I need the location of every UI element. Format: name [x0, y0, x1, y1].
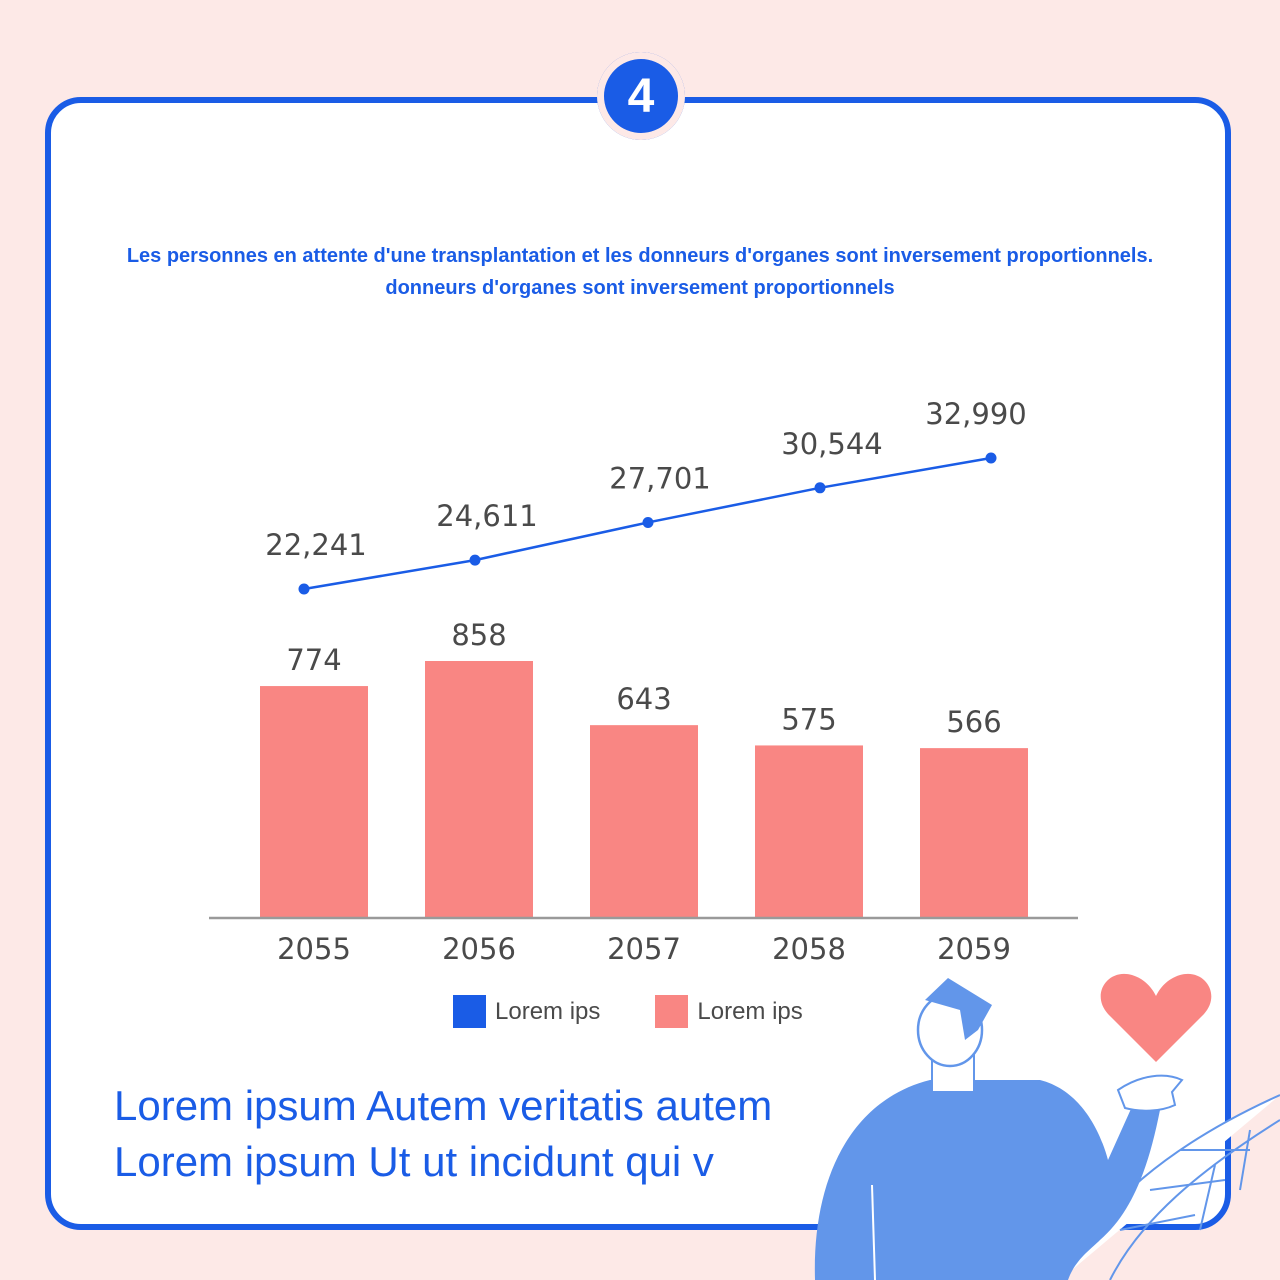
line-value-label: 22,241: [265, 528, 366, 562]
step-number: 4: [627, 69, 655, 123]
legend-item-bar: Lorem ips: [655, 995, 803, 1028]
bar-value-label: 566: [946, 705, 1001, 739]
x-tick-label: 2055: [277, 932, 351, 966]
legend-item-line: Lorem ips: [453, 995, 600, 1028]
caption-line-2: Lorem ipsum Ut ut incidunt qui v: [114, 1138, 714, 1185]
line-value-label: 27,701: [609, 461, 710, 495]
line-point-2055: [298, 583, 310, 595]
person-icon: [814, 978, 1184, 1280]
step-number-badge: 4: [597, 52, 685, 140]
bar-value-label: 774: [286, 643, 341, 677]
bar-2056: [425, 661, 533, 917]
content-card: [45, 97, 1231, 1230]
line-point-2056: [469, 554, 481, 566]
x-tick-label: 2056: [442, 932, 516, 966]
bar-2055: [260, 686, 368, 917]
line-value-label: 24,611: [436, 499, 537, 533]
legend-swatch-pink: [655, 995, 689, 1028]
line-point-2057: [642, 516, 654, 528]
line-value-label: 32,990: [925, 397, 1026, 431]
line-point-2059: [985, 452, 997, 464]
line-value-label: 30,544: [781, 427, 882, 461]
chart-legend: Lorem ips Lorem ips: [453, 995, 858, 1028]
bar-value-label: 643: [616, 682, 671, 716]
line-point-2058: [814, 482, 826, 494]
legend-label-line: Lorem ips: [495, 997, 601, 1025]
heading-line-1: Les personnes en attente d'une transplan…: [126, 245, 1154, 267]
chart-heading: Les personnes en attente d'une transplan…: [60, 240, 1220, 304]
bar-2057: [590, 725, 698, 917]
caption-line-1: Lorem ipsum Autem veritatis autem: [114, 1082, 773, 1129]
legend-label-bar: Lorem ips: [697, 997, 803, 1025]
heart-icon: [1100, 973, 1212, 1062]
x-tick-label: 2059: [937, 932, 1011, 966]
bar-2059: [920, 748, 1028, 917]
bar-2058: [755, 745, 863, 917]
x-tick-label: 2057: [607, 932, 681, 966]
bar-value-label: 858: [451, 618, 506, 652]
caption: Lorem ipsum Autem veritatis autem Lorem …: [114, 1078, 874, 1190]
legend-swatch-blue: [453, 995, 486, 1028]
heading-line-2: donneurs d'organes sont inversement prop…: [385, 277, 895, 299]
bar-value-label: 575: [781, 702, 836, 736]
x-tick-label: 2058: [772, 932, 846, 966]
